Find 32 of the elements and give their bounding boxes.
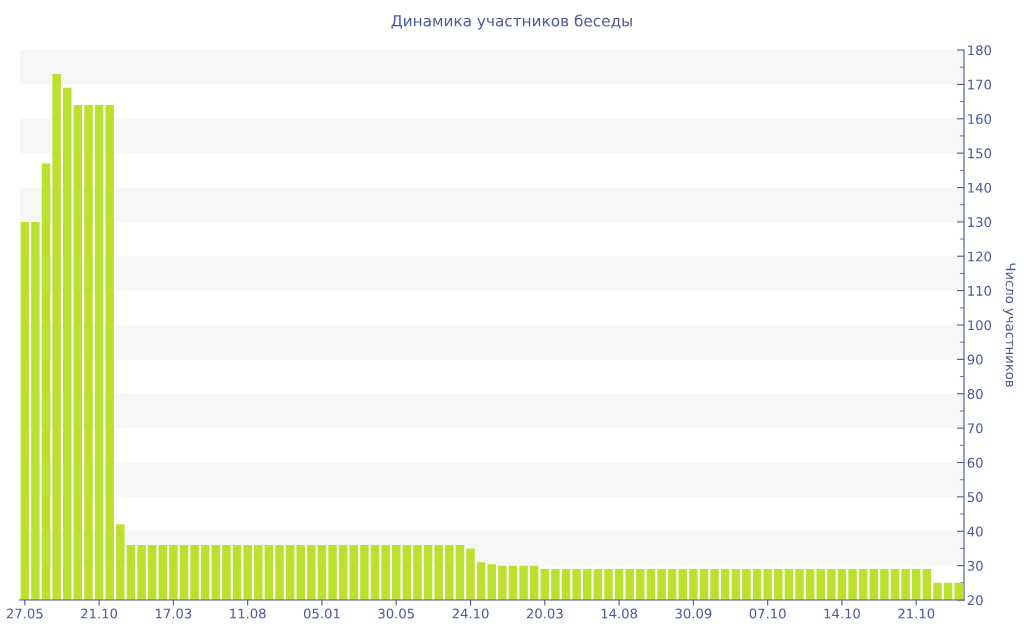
y-tick-label: 170	[968, 79, 992, 90]
y-tick-label: 20	[967, 595, 983, 606]
x-tick-label: 14.10	[824, 608, 860, 619]
y-tick-label: 110	[968, 285, 992, 296]
x-tick-label: 24.10	[452, 608, 489, 619]
x-tick-label: 21.10	[898, 608, 935, 619]
x-tick-label: 21.10	[81, 608, 118, 619]
x-tick-label: 05.01	[303, 608, 340, 619]
y-axis-title: Число участников	[1003, 263, 1016, 387]
y-tick-label: 120	[968, 251, 992, 262]
x-tick-label: 30.05	[378, 608, 414, 619]
x-tick-label: 20.03	[526, 608, 563, 619]
x-tick-label: 17.03	[155, 608, 192, 619]
x-tick-label: 11.08	[230, 608, 266, 619]
y-tick-label: 60	[967, 457, 983, 468]
y-tick-label: 40	[967, 526, 983, 537]
y-tick-label: 100	[968, 320, 992, 331]
y-tick-label: 80	[967, 388, 983, 399]
y-tick-label: 90	[967, 354, 983, 365]
x-tick-label: 27.05	[6, 608, 43, 619]
y-tick-label: 150	[968, 148, 992, 159]
y-tick-label: 130	[968, 217, 992, 228]
y-tick-label: 70	[967, 423, 983, 434]
x-tick-label: 07.10	[749, 608, 786, 619]
y-tick-label: 50	[967, 492, 983, 503]
x-tick-label: 30.09	[675, 608, 712, 619]
x-tick-label: 14.08	[601, 608, 638, 619]
chart-title: Динамика участников беседы	[391, 14, 632, 30]
y-tick-label: 30	[967, 560, 983, 571]
y-tick-label: 140	[968, 182, 992, 193]
y-tick-label: 180	[968, 45, 992, 56]
y-tick-label: 160	[968, 113, 992, 124]
